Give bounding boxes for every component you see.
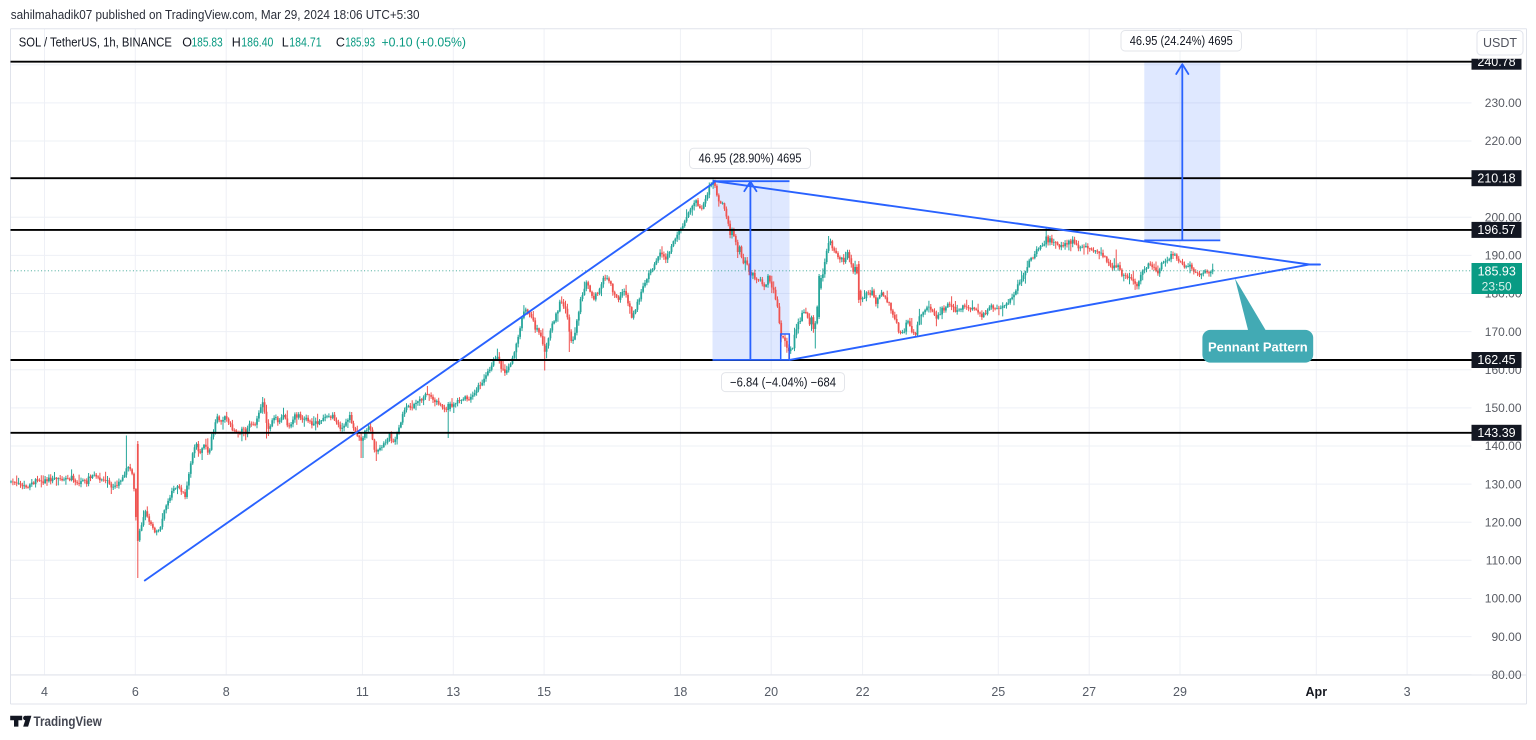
svg-text:170.00: 170.00 xyxy=(1485,325,1522,339)
svg-text:23:50: 23:50 xyxy=(1482,279,1512,293)
svg-text:sahilmahadik07 published on Tr: sahilmahadik07 published on TradingView.… xyxy=(11,8,420,22)
svg-text:TradingView: TradingView xyxy=(34,713,102,729)
svg-text:230.00: 230.00 xyxy=(1485,96,1522,110)
svg-text:20: 20 xyxy=(764,685,778,699)
svg-text:29: 29 xyxy=(1173,685,1187,699)
svg-text:Pennant Pattern: Pennant Pattern xyxy=(1208,339,1308,354)
svg-text:8: 8 xyxy=(223,685,230,699)
svg-text:190.00: 190.00 xyxy=(1485,249,1522,263)
svg-text:4: 4 xyxy=(41,685,48,699)
svg-text:22: 22 xyxy=(856,685,870,699)
svg-text:18: 18 xyxy=(673,685,687,699)
svg-text:11: 11 xyxy=(356,685,369,699)
svg-text:15: 15 xyxy=(537,685,551,699)
svg-text:−6.84 (−4.04%) −684: −6.84 (−4.04%) −684 xyxy=(730,375,836,389)
svg-text:13: 13 xyxy=(446,685,460,699)
svg-text:USDT: USDT xyxy=(1483,36,1517,50)
svg-text:140.00: 140.00 xyxy=(1485,439,1522,453)
svg-text:80.00: 80.00 xyxy=(1491,668,1521,682)
svg-text:196.57: 196.57 xyxy=(1477,223,1515,237)
svg-text:240.78: 240.78 xyxy=(1477,55,1515,69)
svg-text:120.00: 120.00 xyxy=(1485,515,1522,529)
svg-text:25: 25 xyxy=(991,685,1005,699)
svg-text:162.45: 162.45 xyxy=(1477,353,1515,367)
svg-text:Apr: Apr xyxy=(1306,685,1328,699)
svg-text:220.00: 220.00 xyxy=(1485,134,1522,148)
svg-text:90.00: 90.00 xyxy=(1491,630,1521,644)
svg-text:150.00: 150.00 xyxy=(1485,401,1522,415)
svg-text:143.39: 143.39 xyxy=(1477,426,1515,440)
svg-text:6: 6 xyxy=(132,685,139,699)
svg-text:130.00: 130.00 xyxy=(1485,477,1522,491)
svg-text:210.18: 210.18 xyxy=(1477,171,1515,185)
svg-text:110.00: 110.00 xyxy=(1486,554,1522,568)
svg-text:185.93: 185.93 xyxy=(1478,264,1516,278)
svg-text:200.00: 200.00 xyxy=(1485,211,1522,225)
svg-text:46.95 (28.90%) 4695: 46.95 (28.90%) 4695 xyxy=(699,152,802,166)
svg-text:100.00: 100.00 xyxy=(1485,592,1522,606)
svg-text:46.95 (24.24%) 4695: 46.95 (24.24%) 4695 xyxy=(1130,34,1233,48)
svg-text:27: 27 xyxy=(1082,685,1096,699)
svg-text:3: 3 xyxy=(1404,685,1411,699)
